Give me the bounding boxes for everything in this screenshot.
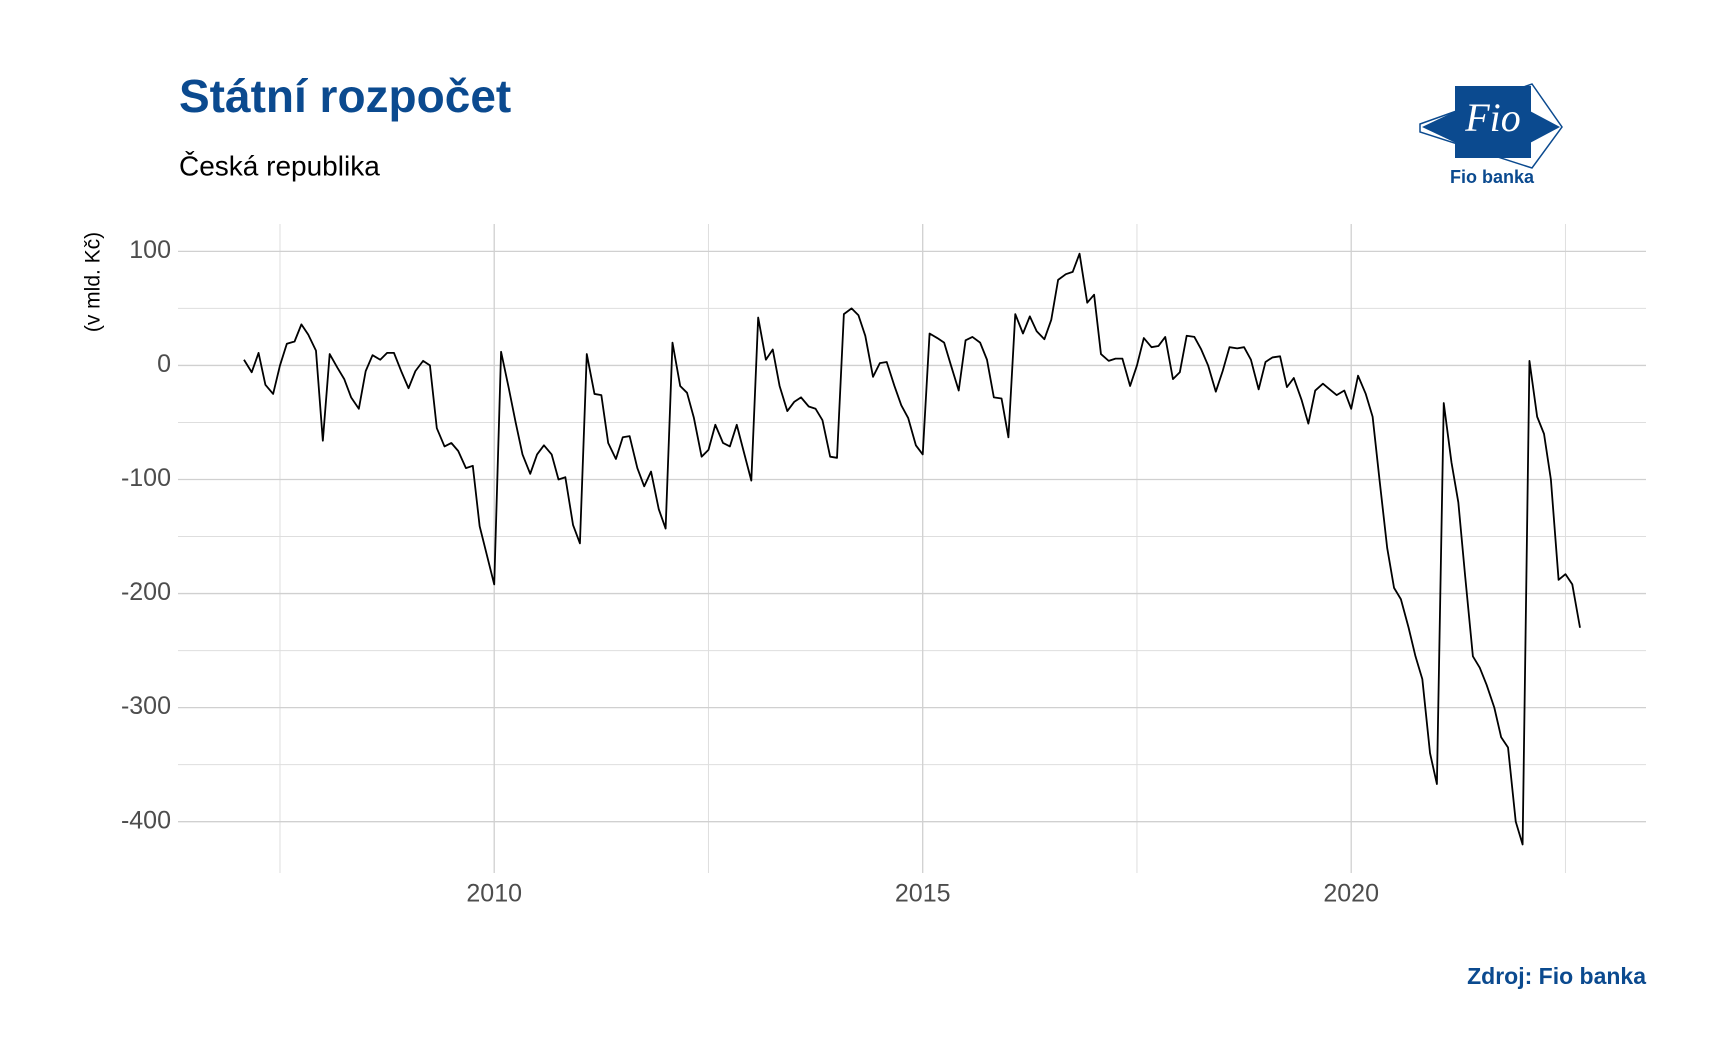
logo-square xyxy=(1455,86,1531,158)
logo: Fio Fio banka xyxy=(1419,83,1563,187)
logo-name: Fio banka xyxy=(1450,167,1535,187)
y-tick-label: -100 xyxy=(121,464,171,492)
y-axis-label: (v mld. Kč) xyxy=(82,232,105,332)
chart-title: Státní rozpočet xyxy=(179,70,511,122)
data-line xyxy=(243,252,1581,846)
y-tick-label: -300 xyxy=(121,692,171,720)
y-tick-label: -200 xyxy=(121,578,171,606)
x-tick-label: 2015 xyxy=(895,880,951,908)
source: Zdroj: Fio banka xyxy=(1467,963,1646,989)
logo-right xyxy=(1528,110,1560,144)
x-tick-label: 2020 xyxy=(1323,880,1379,908)
chart-subtitle: Česká republika xyxy=(179,150,380,181)
x-tick-label: 2010 xyxy=(466,880,522,908)
logo-mark: Fio xyxy=(1464,95,1521,140)
y-tick-label: 0 xyxy=(157,350,171,378)
y-tick-label: -400 xyxy=(121,806,171,834)
y-tick-label: 100 xyxy=(129,236,171,264)
logo-left xyxy=(1422,110,1458,144)
